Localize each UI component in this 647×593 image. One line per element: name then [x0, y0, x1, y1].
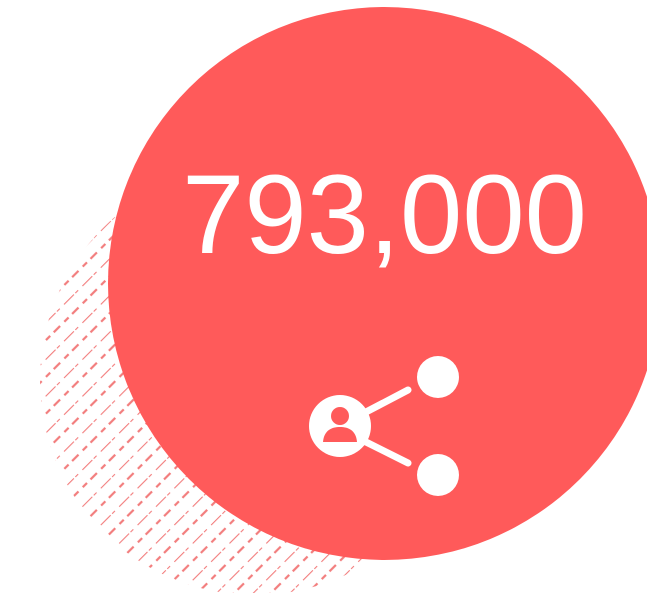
- stat-circle: [108, 7, 647, 560]
- stat-value: 793,000: [182, 152, 587, 277]
- user-share-icon: [309, 356, 459, 496]
